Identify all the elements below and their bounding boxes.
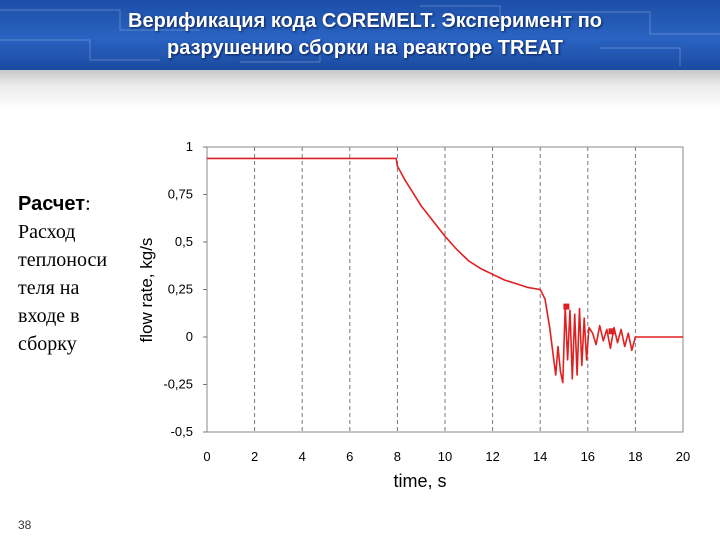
y-tick-label: 0,25 <box>168 282 193 297</box>
x-axis-label: time, s <box>393 471 446 491</box>
page-number: 38 <box>18 518 32 532</box>
x-tick-label: 8 <box>394 449 401 464</box>
title-line-2: разрушению сборки на реакторе TREAT <box>167 37 563 59</box>
side-colon: : <box>85 193 91 215</box>
side-caption: Расчет: Расход теплоноси теля на входе в… <box>18 190 138 358</box>
tick-layer: 0 2 4 6 8 10 12 14 16 18 20 1 0,75 0,5 0,25 0 -0,25 -0,5 <box>163 139 690 464</box>
side-line-1: Расход <box>18 221 76 243</box>
series-line <box>207 157 683 384</box>
x-tick-label: 14 <box>533 449 547 464</box>
y-axis-label: flow rate, kg/s <box>137 238 156 343</box>
side-line-2: теплоноси <box>18 249 108 271</box>
series-layer <box>207 157 683 384</box>
y-tick-label: 0 <box>186 329 193 344</box>
x-tick-label: 10 <box>438 449 452 464</box>
x-tick-label: 0 <box>203 449 210 464</box>
slide-title: Верификация кода COREMELT. Эксперимент п… <box>40 8 690 62</box>
title-bar: Верификация кода COREMELT. Эксперимент п… <box>0 0 720 70</box>
y-tick-label: 0,5 <box>175 234 193 249</box>
y-tick-label: 1 <box>186 139 193 154</box>
side-heading: Расчет <box>18 193 86 215</box>
header-texture <box>0 5 720 66</box>
x-tick-label: 16 <box>581 449 595 464</box>
side-line-3: теля на <box>18 277 80 299</box>
side-line-4: входе в <box>18 305 80 327</box>
data-point-marker <box>563 303 570 310</box>
y-tick-label: -0,25 <box>163 377 193 392</box>
x-tick-label: 12 <box>485 449 499 464</box>
x-tick-label: 6 <box>346 449 353 464</box>
x-tick-label: 18 <box>628 449 642 464</box>
x-tick-label: 2 <box>251 449 258 464</box>
x-tick-label: 20 <box>676 449 690 464</box>
y-tick-label: -0,5 <box>171 424 193 439</box>
side-line-5: сборку <box>18 333 77 355</box>
title-line-1: Верификация кода COREMELT. Эксперимент п… <box>128 10 602 32</box>
data-point-marker <box>608 328 615 335</box>
grid-layer <box>254 147 636 432</box>
header-shadow <box>0 70 720 110</box>
x-tick-label: 4 <box>299 449 306 464</box>
y-tick-label: 0,75 <box>168 187 193 202</box>
